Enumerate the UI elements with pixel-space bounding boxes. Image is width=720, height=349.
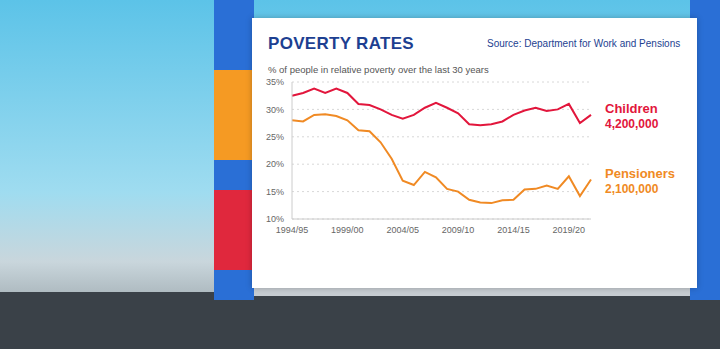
svg-text:1999/00: 1999/00 <box>331 225 364 235</box>
html-text:Source: Department for Work an: Source: Department for Work and Pensions <box>487 38 681 49</box>
svg-text:15%: 15% <box>266 187 284 197</box>
svg-text:2004/05: 2004/05 <box>386 225 419 235</box>
svg-text:30%: 30% <box>266 105 284 115</box>
svg-text:2014/15: 2014/15 <box>497 225 530 235</box>
svg-text:1994/95: 1994/95 <box>276 225 309 235</box>
html-text:% of people in relative povert: % of people in relative poverty over the… <box>268 64 489 75</box>
svg-text:Pensioners: Pensioners <box>605 166 675 181</box>
svg-text:4,200,000: 4,200,000 <box>605 117 659 131</box>
svg-text:2019/20: 2019/20 <box>553 225 586 235</box>
svg-text:35%: 35% <box>266 77 284 87</box>
svg-text:2009/10: 2009/10 <box>442 225 475 235</box>
svg-text:2,100,000: 2,100,000 <box>605 182 659 196</box>
svg-text:25%: 25% <box>266 132 284 142</box>
html-text:POVERTY RATES: POVERTY RATES <box>268 34 414 53</box>
svg-text:10%: 10% <box>266 214 284 224</box>
svg-text:Children: Children <box>605 101 658 116</box>
svg-text:20%: 20% <box>266 159 284 169</box>
